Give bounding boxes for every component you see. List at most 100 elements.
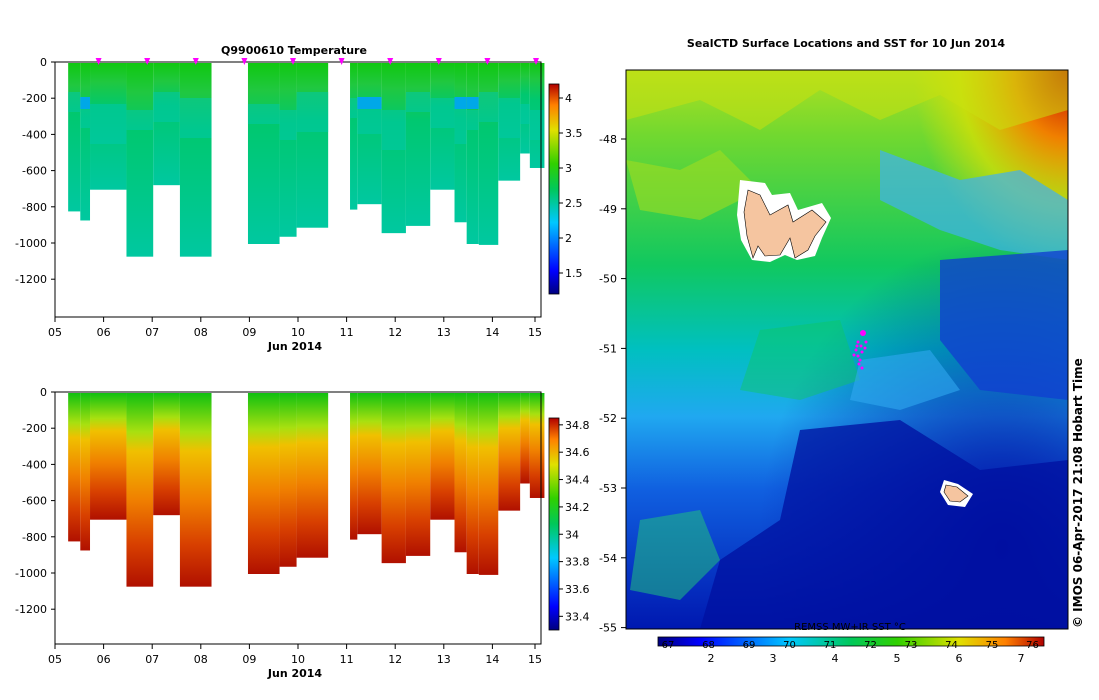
profile-band xyxy=(247,104,280,124)
profile-column xyxy=(279,393,297,567)
salinity-y-axis: 0 -200 -400 -600 -800 -1000 -1200 xyxy=(15,386,55,616)
profile-marker xyxy=(192,58,199,65)
x-tick-label: 10 xyxy=(291,326,305,339)
x-tick-label: 15 xyxy=(528,326,542,339)
salinity-panel: 0 -200 -400 -600 -800 -1000 -1200 05 06 07 08 09 10… xyxy=(15,386,589,680)
map-latitude-axis: -48 -49 -50 -51 -52 -53 -54 -55 xyxy=(599,133,626,635)
sst-fahrenheit-label: 75 xyxy=(986,640,999,651)
sst-celsius-label: 4 xyxy=(832,652,839,665)
colorbar-tick-label: 2 xyxy=(565,232,572,245)
sst-celsius-label: 3 xyxy=(770,652,777,665)
y-tick-label: -800 xyxy=(22,201,47,214)
colorbar-tick-label: 34.6 xyxy=(565,446,590,459)
profile-band xyxy=(478,92,499,122)
x-tick-label: 07 xyxy=(145,653,159,666)
lat-tick-label: -48 xyxy=(599,133,617,146)
profile-marker xyxy=(95,58,102,65)
y-tick-label: 0 xyxy=(40,386,47,399)
profile-marker xyxy=(338,58,345,65)
x-tick-label: 14 xyxy=(485,326,499,339)
sst-fahrenheit-label: 72 xyxy=(864,640,877,651)
profile-band xyxy=(520,104,530,124)
profile-band xyxy=(381,110,406,150)
x-tick-label: 11 xyxy=(340,653,354,666)
profile-markers xyxy=(95,58,539,65)
profile-column xyxy=(466,393,479,574)
profile-column xyxy=(498,393,521,511)
profile-band xyxy=(466,97,479,109)
profile-band xyxy=(153,92,180,122)
sst-fahrenheit-label: 70 xyxy=(783,640,796,651)
watermark: © IMOS 06-Apr-2017 21:08 Hobart Time xyxy=(1071,358,1085,628)
x-tick-label: 15 xyxy=(528,653,542,666)
salinity-xlabel: Jun 2014 xyxy=(267,667,323,680)
colorbar-tick-label: 33.8 xyxy=(565,556,590,569)
profile-column xyxy=(296,63,329,228)
lat-tick-label: -50 xyxy=(599,273,617,286)
profile-column xyxy=(68,393,81,542)
profile-marker xyxy=(241,58,248,65)
salinity-profiles xyxy=(68,393,545,587)
temperature-x-axis: 05 06 07 08 09 10 11 12 13 14 15 xyxy=(48,317,542,339)
profile-marker xyxy=(435,58,442,65)
heard-island xyxy=(940,480,973,507)
sst-colorbar-label: REMSS MW+IR SST °C xyxy=(794,622,906,633)
profile-column xyxy=(68,63,81,212)
profile-column xyxy=(80,393,91,551)
profile-column xyxy=(179,63,212,257)
sst-fahrenheit-label: 76 xyxy=(1026,640,1039,651)
y-tick-label: -1000 xyxy=(15,567,47,580)
seal-locations xyxy=(852,330,868,370)
profile-band xyxy=(90,104,127,144)
x-tick-label: 06 xyxy=(97,326,111,339)
y-tick-label: -400 xyxy=(22,128,47,141)
x-tick-label: 12 xyxy=(388,653,402,666)
temperature-panel: Q9900610 Temperature 0 -200 -400 -600 -800 -1… xyxy=(15,44,582,353)
sst-colorbar-ticks: 2 3 4 5 6 767 68 69 70 71 72 73 74 75 76 xyxy=(662,640,1039,665)
lat-tick-label: -49 xyxy=(599,203,617,216)
profile-band xyxy=(279,110,297,140)
x-tick-label: 08 xyxy=(194,653,208,666)
sst-fahrenheit-label: 69 xyxy=(743,640,756,651)
lat-tick-label: -52 xyxy=(599,412,617,425)
profile-column xyxy=(279,63,297,237)
profile-band xyxy=(80,97,91,109)
y-tick-label: -200 xyxy=(22,422,47,435)
profile-band xyxy=(179,98,212,138)
x-tick-label: 13 xyxy=(437,653,451,666)
sst-fahrenheit-label: 73 xyxy=(905,640,918,651)
y-tick-label: -600 xyxy=(22,495,47,508)
profile-band xyxy=(454,97,467,109)
colorbar-tick-label: 34 xyxy=(565,528,579,541)
lat-tick-label: -54 xyxy=(599,552,617,565)
profile-column xyxy=(153,63,180,186)
profile-band xyxy=(498,98,521,138)
profile-band xyxy=(68,92,81,112)
profile-column xyxy=(153,393,180,516)
y-tick-label: -600 xyxy=(22,165,47,178)
profile-column xyxy=(357,393,382,535)
sst-celsius-label: 2 xyxy=(708,652,715,665)
profile-column xyxy=(179,393,212,587)
sst-celsius-label: 5 xyxy=(894,652,901,665)
temperature-colorbar xyxy=(548,83,560,295)
x-tick-label: 09 xyxy=(242,653,256,666)
profile-column xyxy=(454,393,467,553)
colorbar-tick-label: 34.4 xyxy=(565,474,590,487)
profile-column xyxy=(520,393,530,484)
kerguelen-island xyxy=(737,180,831,262)
temperature-y-axis: 0 -200 -400 -600 -800 -1000 -1200 xyxy=(15,56,55,286)
profile-band xyxy=(454,104,467,144)
profile-column xyxy=(405,393,431,556)
colorbar-tick-label: 2.5 xyxy=(565,197,583,210)
profile-column xyxy=(350,393,358,540)
temperature-xlabel: Jun 2014 xyxy=(267,340,323,353)
colorbar-tick-label: 33.4 xyxy=(565,610,590,623)
profile-column xyxy=(381,393,406,564)
profile-column xyxy=(90,393,127,520)
profile-band xyxy=(350,98,358,118)
profile-band xyxy=(357,97,382,109)
sst-celsius-label: 7 xyxy=(1018,652,1025,665)
x-tick-label: 12 xyxy=(388,326,402,339)
